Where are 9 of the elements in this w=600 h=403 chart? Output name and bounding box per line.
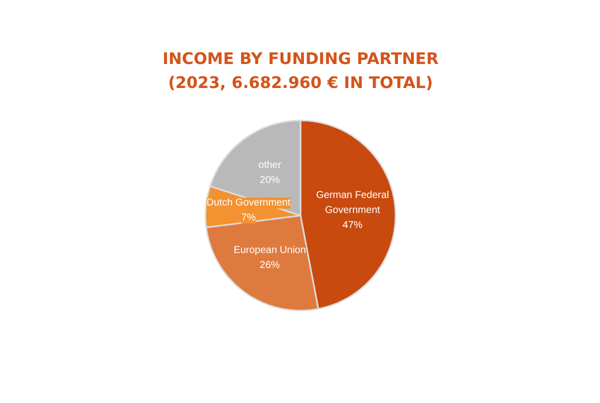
chart-title: INCOME BY FUNDING PARTNER (2023, 6.682.960 € IN TOTAL) [162, 49, 439, 92]
slice-label: other [258, 160, 282, 172]
data-label: 26% [260, 260, 280, 271]
data-label: 7% [241, 212, 256, 224]
slice-label: German Federal Government [316, 190, 389, 216]
data-label: 47% [342, 220, 363, 232]
slice-label: Dutch Government [206, 198, 291, 209]
slice-label: European Union [234, 244, 306, 256]
data-label: 20% [260, 175, 280, 186]
